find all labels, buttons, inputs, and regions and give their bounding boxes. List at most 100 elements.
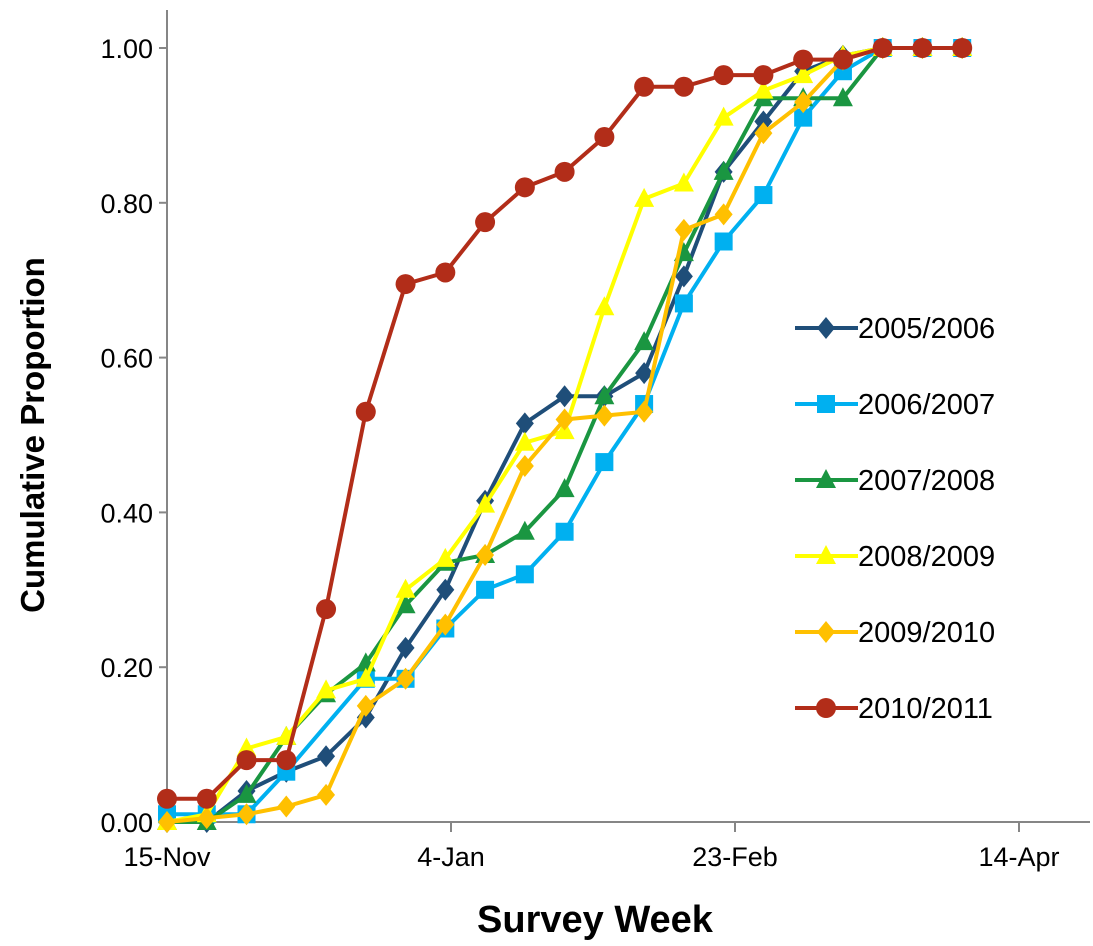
data-point — [554, 161, 575, 182]
x-tick-label: 23-Feb — [692, 842, 778, 872]
data-point — [912, 38, 933, 58]
legend-item: 2006/2007 — [795, 389, 995, 421]
data-point — [355, 667, 376, 687]
y-axis-title: Cumulative Proportion — [14, 257, 51, 613]
data-point — [316, 679, 337, 699]
legend-label: 2006/2007 — [858, 389, 995, 421]
data-point — [395, 578, 416, 598]
data-point — [476, 543, 495, 566]
data-point — [793, 49, 814, 70]
data-point — [594, 385, 615, 405]
legend-label: 2007/2008 — [858, 465, 995, 497]
legend-item: 2005/2006 — [795, 313, 995, 345]
legend-item: 2010/2011 — [795, 693, 993, 725]
data-point — [555, 385, 574, 408]
data-point — [475, 493, 496, 513]
data-point — [714, 232, 733, 251]
data-point — [396, 667, 415, 690]
data-point — [634, 76, 655, 97]
data-point — [515, 565, 534, 584]
data-point — [674, 294, 693, 313]
data-point — [754, 186, 773, 205]
series-layer — [157, 37, 973, 833]
data-point — [475, 212, 496, 233]
legend-item: 2008/2009 — [795, 541, 995, 573]
legend-marker — [817, 317, 835, 339]
legend-label: 2005/2006 — [858, 313, 995, 345]
legend-marker — [817, 621, 835, 643]
data-point — [794, 91, 813, 114]
data-point — [236, 783, 257, 803]
data-point — [435, 262, 456, 283]
data-point — [754, 110, 773, 133]
data-point — [476, 580, 495, 599]
x-tick-label: 15-Nov — [123, 842, 211, 872]
data-point — [196, 788, 217, 809]
data-point — [635, 400, 654, 423]
data-point — [395, 274, 416, 295]
series-4 — [157, 37, 973, 830]
data-point — [514, 177, 535, 198]
data-point — [713, 106, 734, 126]
data-point — [236, 750, 257, 771]
data-point — [276, 750, 297, 771]
data-point — [237, 803, 256, 826]
data-point — [436, 578, 455, 601]
y-tick-label: 0.20 — [100, 653, 153, 683]
data-point — [794, 108, 813, 127]
data-point — [514, 431, 535, 451]
data-point — [514, 520, 535, 540]
data-point — [753, 79, 774, 99]
data-point — [832, 87, 853, 107]
legend-label: 2008/2009 — [858, 541, 995, 573]
data-point — [317, 745, 336, 768]
data-point — [555, 408, 574, 431]
legend-marker — [816, 698, 836, 718]
data-point — [356, 694, 375, 717]
data-point — [554, 478, 575, 498]
legend-label: 2010/2011 — [858, 693, 993, 725]
data-point — [316, 599, 337, 620]
data-point — [395, 594, 416, 614]
data-point — [157, 788, 177, 809]
data-point — [515, 454, 534, 477]
data-point — [793, 64, 814, 84]
data-point — [713, 65, 734, 86]
data-point — [634, 331, 655, 351]
data-point — [634, 187, 655, 207]
data-point — [277, 795, 296, 818]
data-point — [595, 404, 614, 427]
y-tick-label: 1.00 — [100, 34, 153, 64]
data-point — [435, 547, 456, 567]
data-point — [635, 362, 654, 385]
data-point — [555, 522, 574, 541]
y-tick-label: 0.00 — [100, 808, 153, 838]
axes: 0.00 0.20 0.40 0.60 0.80 1.00 15-Nov 4-Jan 23-Fe… — [100, 10, 1090, 872]
data-point — [754, 122, 773, 145]
legend-item: 2007/2008 — [795, 465, 995, 497]
data-point — [673, 76, 694, 97]
data-point — [515, 412, 534, 435]
legend-marker — [816, 469, 836, 488]
x-tick-label: 4-Jan — [417, 842, 485, 872]
legend-label: 2009/2010 — [858, 617, 995, 649]
x-tick-label: 14-Apr — [978, 842, 1059, 872]
data-point — [158, 811, 176, 833]
data-point — [674, 218, 693, 241]
data-point — [594, 296, 615, 316]
data-point — [952, 38, 973, 58]
data-point — [832, 49, 853, 70]
data-point — [673, 172, 694, 192]
data-point — [595, 453, 614, 472]
legend-marker — [816, 545, 836, 564]
data-point — [674, 265, 693, 288]
data-point — [436, 613, 455, 636]
y-tick-label: 0.40 — [100, 498, 153, 528]
y-tick-label: 0.60 — [100, 344, 153, 374]
data-point — [594, 127, 615, 148]
data-point — [355, 401, 376, 422]
data-point — [317, 783, 336, 806]
x-axis-title: Survey Week — [477, 899, 714, 941]
legend-item: 2009/2010 — [795, 617, 995, 649]
